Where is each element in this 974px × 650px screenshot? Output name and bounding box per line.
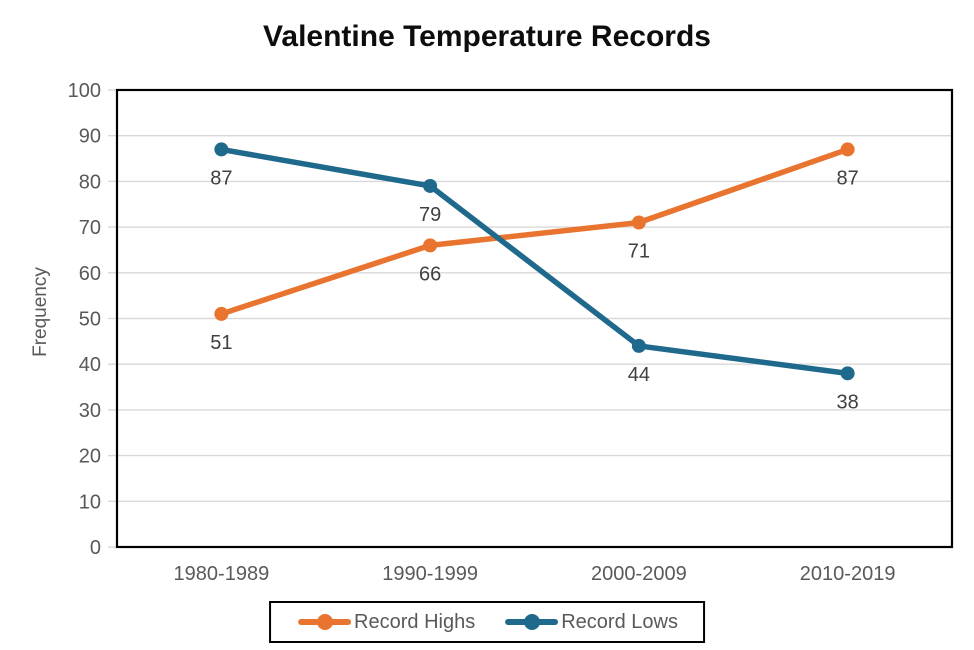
y-axis-tick-label: 70: [79, 217, 101, 239]
plot-border: [115, 88, 954, 549]
y-axis-tick-label: 0: [90, 537, 101, 559]
y-axis-tick-label: 80: [79, 171, 101, 193]
data-point-marker-record-highs: [214, 306, 229, 321]
x-axis-label: 2000-2009: [591, 563, 687, 585]
data-point-marker-record-lows: [214, 142, 229, 157]
y-axis-tick-label: 10: [79, 491, 101, 513]
data-point-marker-record-lows: [631, 338, 646, 353]
legend-label-record-highs: Record Highs: [354, 610, 476, 633]
y-axis-tick-label: 20: [79, 446, 101, 468]
y-axis-tick-label: 90: [79, 126, 101, 148]
data-label-record-highs: 66: [419, 263, 441, 285]
record-lows-line-swatch: [505, 614, 559, 630]
y-axis-tick-label: 60: [79, 263, 101, 285]
chart-title: Valentine Temperature Records: [263, 20, 711, 53]
data-label-record-highs: 87: [837, 167, 859, 189]
legend-item-record-highs: Record Highs: [298, 611, 475, 634]
legend-label-record-lows: Record Lows: [561, 610, 678, 633]
y-axis-tick-label: 100: [68, 80, 101, 102]
data-label-record-lows: 38: [837, 391, 859, 413]
data-label-record-lows: 44: [628, 364, 650, 386]
x-axis-label: 1980-1989: [174, 563, 270, 585]
record-highs-marker-dot: [316, 614, 333, 630]
y-axis-tick-label: 40: [79, 354, 101, 376]
data-point-marker-record-highs: [631, 215, 646, 230]
data-label-record-lows: 79: [419, 204, 441, 226]
series-line-record-lows: [218, 146, 851, 377]
legend: Record Highs Record Lows: [269, 601, 705, 643]
data-label-record-lows: 87: [210, 167, 232, 189]
record-highs-line-swatch: [298, 614, 352, 630]
data-point-marker-record-lows: [840, 366, 855, 381]
y-axis-tick-label: 30: [79, 400, 101, 422]
x-axis-label: 1990-1999: [382, 563, 478, 585]
y-axis-tick-label: 50: [79, 309, 101, 331]
x-axis-label: 2010-2019: [800, 563, 896, 585]
data-label-record-highs: 71: [628, 241, 650, 263]
data-point-marker-record-highs: [423, 238, 438, 253]
data-point-marker-record-lows: [423, 178, 438, 193]
record-lows-marker-dot: [523, 614, 540, 630]
legend-item-record-lows: Record Lows: [505, 611, 678, 634]
data-point-marker-record-highs: [840, 142, 855, 157]
data-label-record-highs: 51: [210, 332, 232, 354]
series-line-record-highs: [218, 146, 851, 317]
